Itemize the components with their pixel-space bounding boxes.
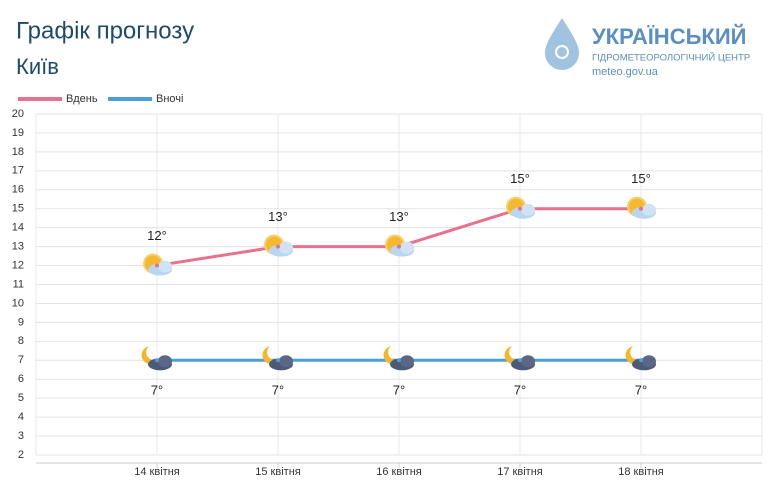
logo-subtitle: ГІДРОМЕТЕОРОЛОГІЧНИЙ ЦЕНТР <box>592 52 750 64</box>
weather-icon <box>141 346 172 371</box>
value-label: 7° <box>393 383 405 398</box>
weather-icon <box>383 346 414 371</box>
value-label: 7° <box>514 383 526 398</box>
y-tick-label: 3 <box>18 430 24 442</box>
moon <box>504 346 522 365</box>
y-tick-label: 13 <box>12 241 24 253</box>
logo-title: УКРАЇНСЬКИЙ <box>592 24 746 49</box>
value-label: 12° <box>147 228 167 243</box>
y-tick-label: 15 <box>12 203 24 215</box>
legend-label: Вночі <box>156 93 183 105</box>
point <box>276 244 280 249</box>
moon <box>262 346 280 365</box>
value-label: 13° <box>389 209 409 224</box>
weather-icon <box>504 346 535 371</box>
y-tick-label: 7 <box>18 354 24 366</box>
point <box>155 358 159 363</box>
y-tick-label: 12 <box>12 259 24 271</box>
weather-icon <box>385 234 414 257</box>
point <box>518 206 522 211</box>
cloud <box>279 355 293 368</box>
y-tick-label: 10 <box>12 297 24 309</box>
x-tick-label: 18 квітня <box>618 466 664 478</box>
y-tick-label: 11 <box>13 278 24 290</box>
y-tick-label: 19 <box>12 127 24 139</box>
point <box>397 244 401 249</box>
weather-icon <box>506 196 535 219</box>
value-label: 7° <box>272 383 284 398</box>
y-tick-label: 2 <box>18 449 24 461</box>
weather-icon <box>627 196 656 219</box>
value-label: 7° <box>151 383 163 398</box>
point <box>639 358 643 363</box>
y-tick-label: 4 <box>18 411 24 423</box>
cloud <box>158 355 172 368</box>
point <box>639 206 643 211</box>
value-label: 13° <box>268 209 288 224</box>
y-tick-label: 9 <box>18 316 24 328</box>
y-tick-label: 20 <box>12 108 24 120</box>
weather-icon <box>262 346 293 371</box>
weather-icon <box>625 346 656 371</box>
y-tick-label: 18 <box>12 146 24 158</box>
cloud <box>521 355 535 368</box>
value-label: 7° <box>635 383 647 398</box>
x-tick-label: 14 квітня <box>134 466 180 478</box>
x-tick-label: 15 квітня <box>255 466 301 478</box>
point <box>397 358 401 363</box>
cloud <box>400 241 414 254</box>
weather-icon <box>143 253 172 276</box>
logo-drop <box>545 18 579 70</box>
cloud <box>642 355 656 368</box>
x-tick-label: 16 квітня <box>376 466 422 478</box>
cloud <box>642 203 656 216</box>
point <box>276 358 280 363</box>
cloud <box>158 260 172 273</box>
y-tick-label: 8 <box>18 335 24 347</box>
y-tick-label: 6 <box>18 373 24 385</box>
y-tick-label: 5 <box>18 392 24 404</box>
value-label: 15° <box>510 171 530 186</box>
value-label: 15° <box>631 171 651 186</box>
weather-icon <box>264 234 293 257</box>
legend-label: Вдень <box>66 93 98 105</box>
cloud <box>400 355 414 368</box>
chart-title: Графік прогнозу <box>16 17 194 44</box>
y-tick-label: 17 <box>12 165 24 177</box>
logo-snowflake <box>555 45 569 59</box>
cloud <box>279 241 293 254</box>
x-tick-label: 17 квітня <box>497 466 543 478</box>
logo: УКРАЇНСЬКИЙ ГІДРОМЕТЕОРОЛОГІЧНИЙ ЦЕНТР m… <box>545 18 750 78</box>
point <box>155 263 159 268</box>
moon <box>141 346 159 365</box>
y-tick-label: 16 <box>12 184 24 196</box>
moon <box>383 346 401 365</box>
moon <box>625 346 643 365</box>
cloud <box>521 203 535 216</box>
y-tick-label: 14 <box>12 222 24 234</box>
point <box>518 358 522 363</box>
chart-subtitle: Київ <box>16 54 59 79</box>
logo-url: meteo.gov.ua <box>592 66 659 78</box>
